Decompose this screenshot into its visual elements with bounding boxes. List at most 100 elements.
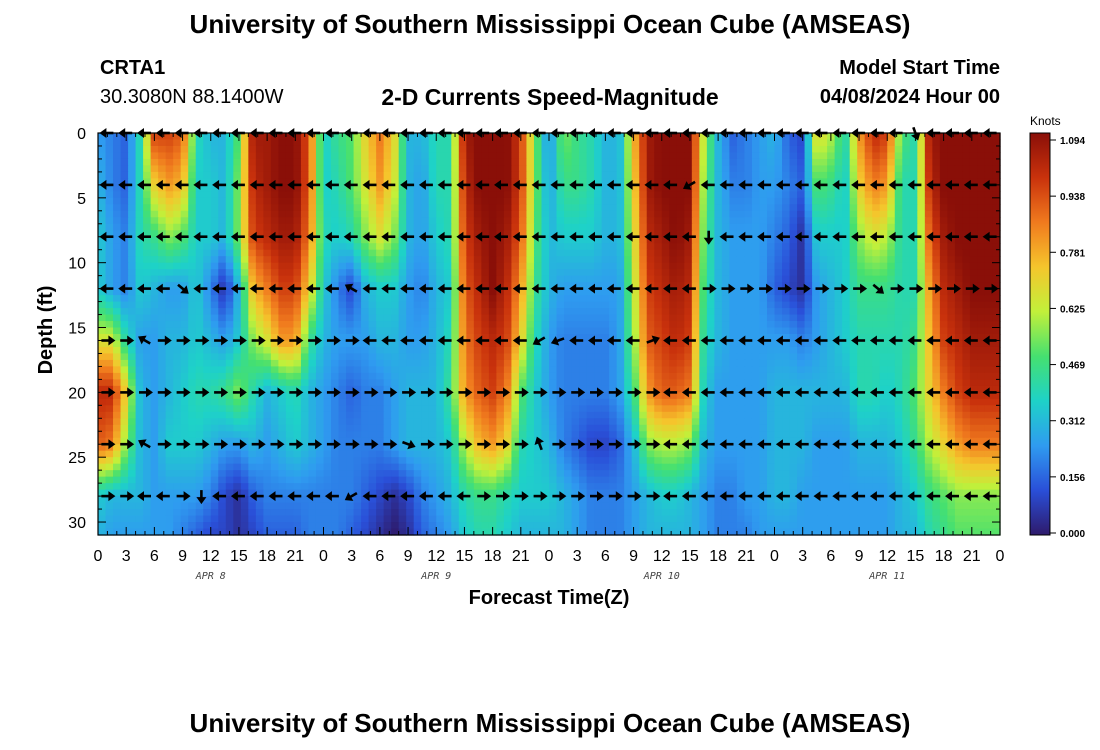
heatmap-cell [939, 359, 948, 368]
heatmap-cell [225, 269, 234, 277]
heatmap-cell [105, 359, 114, 368]
heatmap-cell [962, 262, 971, 270]
heatmap-cell [932, 191, 941, 199]
heatmap-cell [736, 223, 746, 231]
heatmap-cell [173, 327, 182, 335]
heatmap-cell [571, 308, 580, 316]
heatmap-cell [98, 223, 107, 231]
heatmap-cell [436, 152, 445, 160]
heatmap-cell [128, 145, 137, 154]
heatmap-cell [398, 210, 407, 218]
heatmap-cell [443, 288, 452, 296]
heatmap-cell [120, 197, 129, 205]
heatmap-cell [759, 145, 768, 154]
heatmap-cell [939, 210, 948, 218]
heatmap-cell [849, 334, 858, 342]
heatmap-cell [195, 353, 204, 361]
heatmap-cell [812, 145, 821, 154]
heatmap-cell [428, 295, 437, 303]
heatmap-cell [631, 288, 640, 296]
heatmap-cell [451, 275, 460, 283]
heatmap-cell [331, 210, 340, 218]
heatmap-cell [984, 269, 994, 277]
heatmap-cell [872, 223, 881, 231]
heatmap-cell [872, 139, 881, 147]
heatmap-cell [857, 340, 866, 348]
heatmap-cell [774, 262, 783, 270]
heatmap-cell [436, 346, 445, 355]
heatmap-cell [699, 269, 708, 277]
heatmap-cell [992, 165, 1001, 173]
heatmap-cell [894, 269, 903, 277]
heatmap-cell [210, 359, 219, 368]
heatmap-cell [721, 301, 730, 309]
heatmap-cell [308, 197, 317, 205]
heatmap-cell [240, 327, 249, 335]
heatmap-cell [503, 353, 513, 361]
heatmap-cell [864, 321, 873, 329]
heatmap-cell [180, 217, 189, 225]
heatmap-cell [436, 288, 445, 296]
heatmap-cell [564, 236, 573, 244]
heatmap-cell [789, 346, 798, 355]
heatmap-cell [556, 366, 565, 374]
heatmap-cell [473, 314, 482, 322]
heatmap-cell [819, 334, 828, 342]
heatmap-cell [270, 256, 279, 264]
heatmap-cell [143, 372, 152, 380]
heatmap-cell [774, 301, 783, 309]
heatmap-cell [451, 346, 460, 355]
heatmap-cell [797, 288, 806, 296]
heatmap-cell [210, 236, 219, 244]
heatmap-cell [173, 359, 182, 368]
heatmap-cell [549, 385, 558, 393]
heatmap-cell [902, 210, 911, 218]
heatmap-cell [932, 178, 941, 186]
heatmap-cell [428, 171, 437, 179]
heatmap-cell [879, 145, 888, 154]
heatmap-cell [676, 385, 685, 393]
heatmap-cell [240, 282, 249, 290]
heatmap-cell [842, 359, 851, 368]
heatmap-cell [691, 230, 700, 238]
heatmap-cell [902, 139, 911, 147]
heatmap-cell [293, 152, 302, 160]
heatmap-cell [616, 230, 625, 238]
heatmap-cell [939, 288, 948, 296]
heatmap-cell [977, 145, 986, 154]
heatmap-cell [255, 133, 264, 141]
heatmap-cell [113, 269, 122, 277]
heatmap-cell [376, 249, 385, 257]
heatmap-cell [624, 256, 633, 264]
heatmap-cell [173, 262, 182, 270]
heatmap-cell [992, 359, 1001, 368]
heatmap-cell [721, 256, 730, 264]
heatmap-cell [661, 295, 670, 303]
heatmap-cell [609, 262, 618, 270]
heatmap-cell [924, 158, 933, 167]
heatmap-cell [962, 321, 971, 329]
heatmap-cell [113, 327, 122, 335]
heatmap-cell [691, 217, 700, 225]
heatmap-cell [706, 139, 715, 147]
heatmap-cell [714, 288, 723, 296]
heatmap-cell [233, 158, 242, 167]
heatmap-cell [699, 249, 708, 257]
heatmap-cell [549, 334, 558, 342]
heatmap-cell [533, 152, 543, 160]
heatmap-cell [564, 165, 573, 173]
heatmap-cell [248, 346, 257, 355]
heatmap-cell [661, 223, 670, 231]
heatmap-cell [857, 158, 866, 167]
heatmap-cell [609, 152, 618, 160]
heatmap-cell [616, 353, 625, 361]
heatmap-cell [248, 288, 257, 296]
heatmap-cell [939, 392, 948, 400]
heatmap-cell [864, 178, 873, 186]
heatmap-cell [255, 366, 264, 374]
heatmap-cell [782, 340, 791, 348]
heatmap-cell [624, 275, 633, 283]
heatmap-cell [165, 256, 174, 264]
heatmap-cell [849, 178, 858, 186]
heatmap-cell [248, 184, 257, 192]
